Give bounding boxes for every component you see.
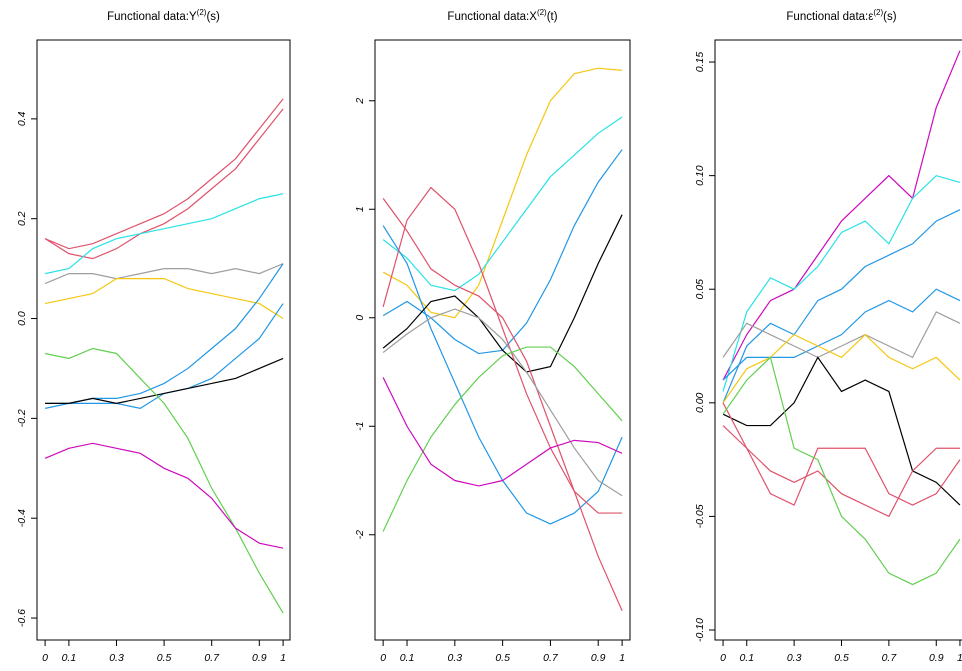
title-base: Functional data:ε <box>786 11 873 23</box>
x-tick-label: 0.5 <box>834 652 849 664</box>
y-tick-label: 0.10 <box>694 165 706 186</box>
series-line <box>722 425 960 518</box>
series-line <box>45 357 284 405</box>
x-tick-label: 0.5 <box>495 652 510 664</box>
title-tail: (s) <box>206 11 220 23</box>
y-tick-label: -0.4 <box>16 509 28 527</box>
y-tick-label: -0.6 <box>16 609 28 627</box>
series-line <box>722 356 961 506</box>
series-line <box>722 356 961 586</box>
x-tick-label: 0.9 <box>929 652 944 664</box>
x-tick-label: 0.1 <box>62 652 77 664</box>
panel-title: Functional data:Y(2)(s) <box>107 8 220 23</box>
title-base: Functional data:X <box>447 11 537 23</box>
y-tick-label: -2 <box>354 530 366 539</box>
series-line <box>382 214 623 373</box>
title-sup: (2) <box>197 8 207 17</box>
y-tick-label: 0.15 <box>694 52 706 73</box>
x-tick-label: 0.1 <box>400 652 415 664</box>
x-tick-label: 0 <box>720 652 726 664</box>
x-tick-label: 0.3 <box>448 652 463 664</box>
series-line <box>382 308 623 497</box>
x-tick-label: 0.3 <box>109 652 124 664</box>
series-line <box>44 193 284 275</box>
series-line <box>382 225 623 525</box>
title-sup: (2) <box>537 8 547 17</box>
series-line <box>722 209 961 404</box>
plot-box <box>36 39 291 641</box>
y-tick-label: -1 <box>354 422 366 431</box>
title-sup: (2) <box>873 8 883 17</box>
x-tick-label: 0.7 <box>204 652 220 664</box>
series-line <box>722 333 961 404</box>
y-tick-label: 0.00 <box>694 392 706 413</box>
x-tick-label: 0.3 <box>787 652 802 664</box>
series-line <box>382 198 623 611</box>
x-tick-label: 1 <box>619 652 625 664</box>
y-tick-label: 0.05 <box>694 279 706 300</box>
series-line <box>44 347 284 614</box>
x-tick-label: 0.7 <box>882 652 898 664</box>
series-line <box>45 263 284 404</box>
series-line <box>44 98 284 250</box>
series-line <box>44 108 284 260</box>
series-line <box>382 149 623 355</box>
series-line <box>722 174 961 392</box>
x-tick-label: 0 <box>42 652 48 664</box>
x-tick-label: 0.9 <box>252 652 267 664</box>
title-tail: (t) <box>547 11 558 23</box>
plot-box <box>714 39 962 641</box>
title-tail: (s) <box>883 11 897 23</box>
x-tick-label: 0.5 <box>157 652 172 664</box>
series-line <box>382 186 623 514</box>
y-tick-label: 0 <box>354 315 366 321</box>
panel: Functional data:X(2)(t) -2 -1 0 1 2 0 0.1 0.3 0.5… <box>354 8 631 664</box>
y-tick-label: -0.2 <box>16 409 28 427</box>
x-tick-label: 0.9 <box>591 652 606 664</box>
x-tick-label: 1 <box>280 652 286 664</box>
series-line <box>44 263 284 285</box>
panel-title: Functional data:ε(2)(s) <box>786 8 896 23</box>
x-tick-label: 0.1 <box>739 652 754 664</box>
y-tick-label: 0.0 <box>16 311 28 326</box>
series-line <box>382 116 623 292</box>
series-line <box>382 67 623 319</box>
x-tick-label: 0.7 <box>543 652 559 664</box>
panel: Functional data:ε(2)(s) -0.10 -0.05 0.00 0.0… <box>694 8 962 664</box>
series-line <box>44 278 284 320</box>
y-tick-label: -0.10 <box>694 618 706 642</box>
panel-title: Functional data:X(2)(t) <box>447 8 557 23</box>
y-tick-label: 1 <box>354 206 366 212</box>
series-line <box>722 288 961 381</box>
series-line <box>722 402 961 506</box>
y-tick-label: 0.4 <box>16 111 28 126</box>
series-line <box>44 442 284 549</box>
series-line <box>44 303 284 410</box>
series-line <box>722 311 961 359</box>
panel: Functional data:Y(2)(s) -0.6 -0.4 -0.2 0.0 0.… <box>16 8 291 664</box>
y-tick-label: -0.05 <box>694 504 706 528</box>
series-line <box>382 346 623 532</box>
x-tick-label: 1 <box>957 652 962 664</box>
title-base: Functional data:Y <box>107 11 197 23</box>
x-tick-label: 0 <box>380 652 386 664</box>
y-tick-label: 2 <box>354 98 366 105</box>
series-line <box>722 50 961 381</box>
y-tick-label: 0.2 <box>16 211 28 226</box>
series-line <box>382 377 623 487</box>
